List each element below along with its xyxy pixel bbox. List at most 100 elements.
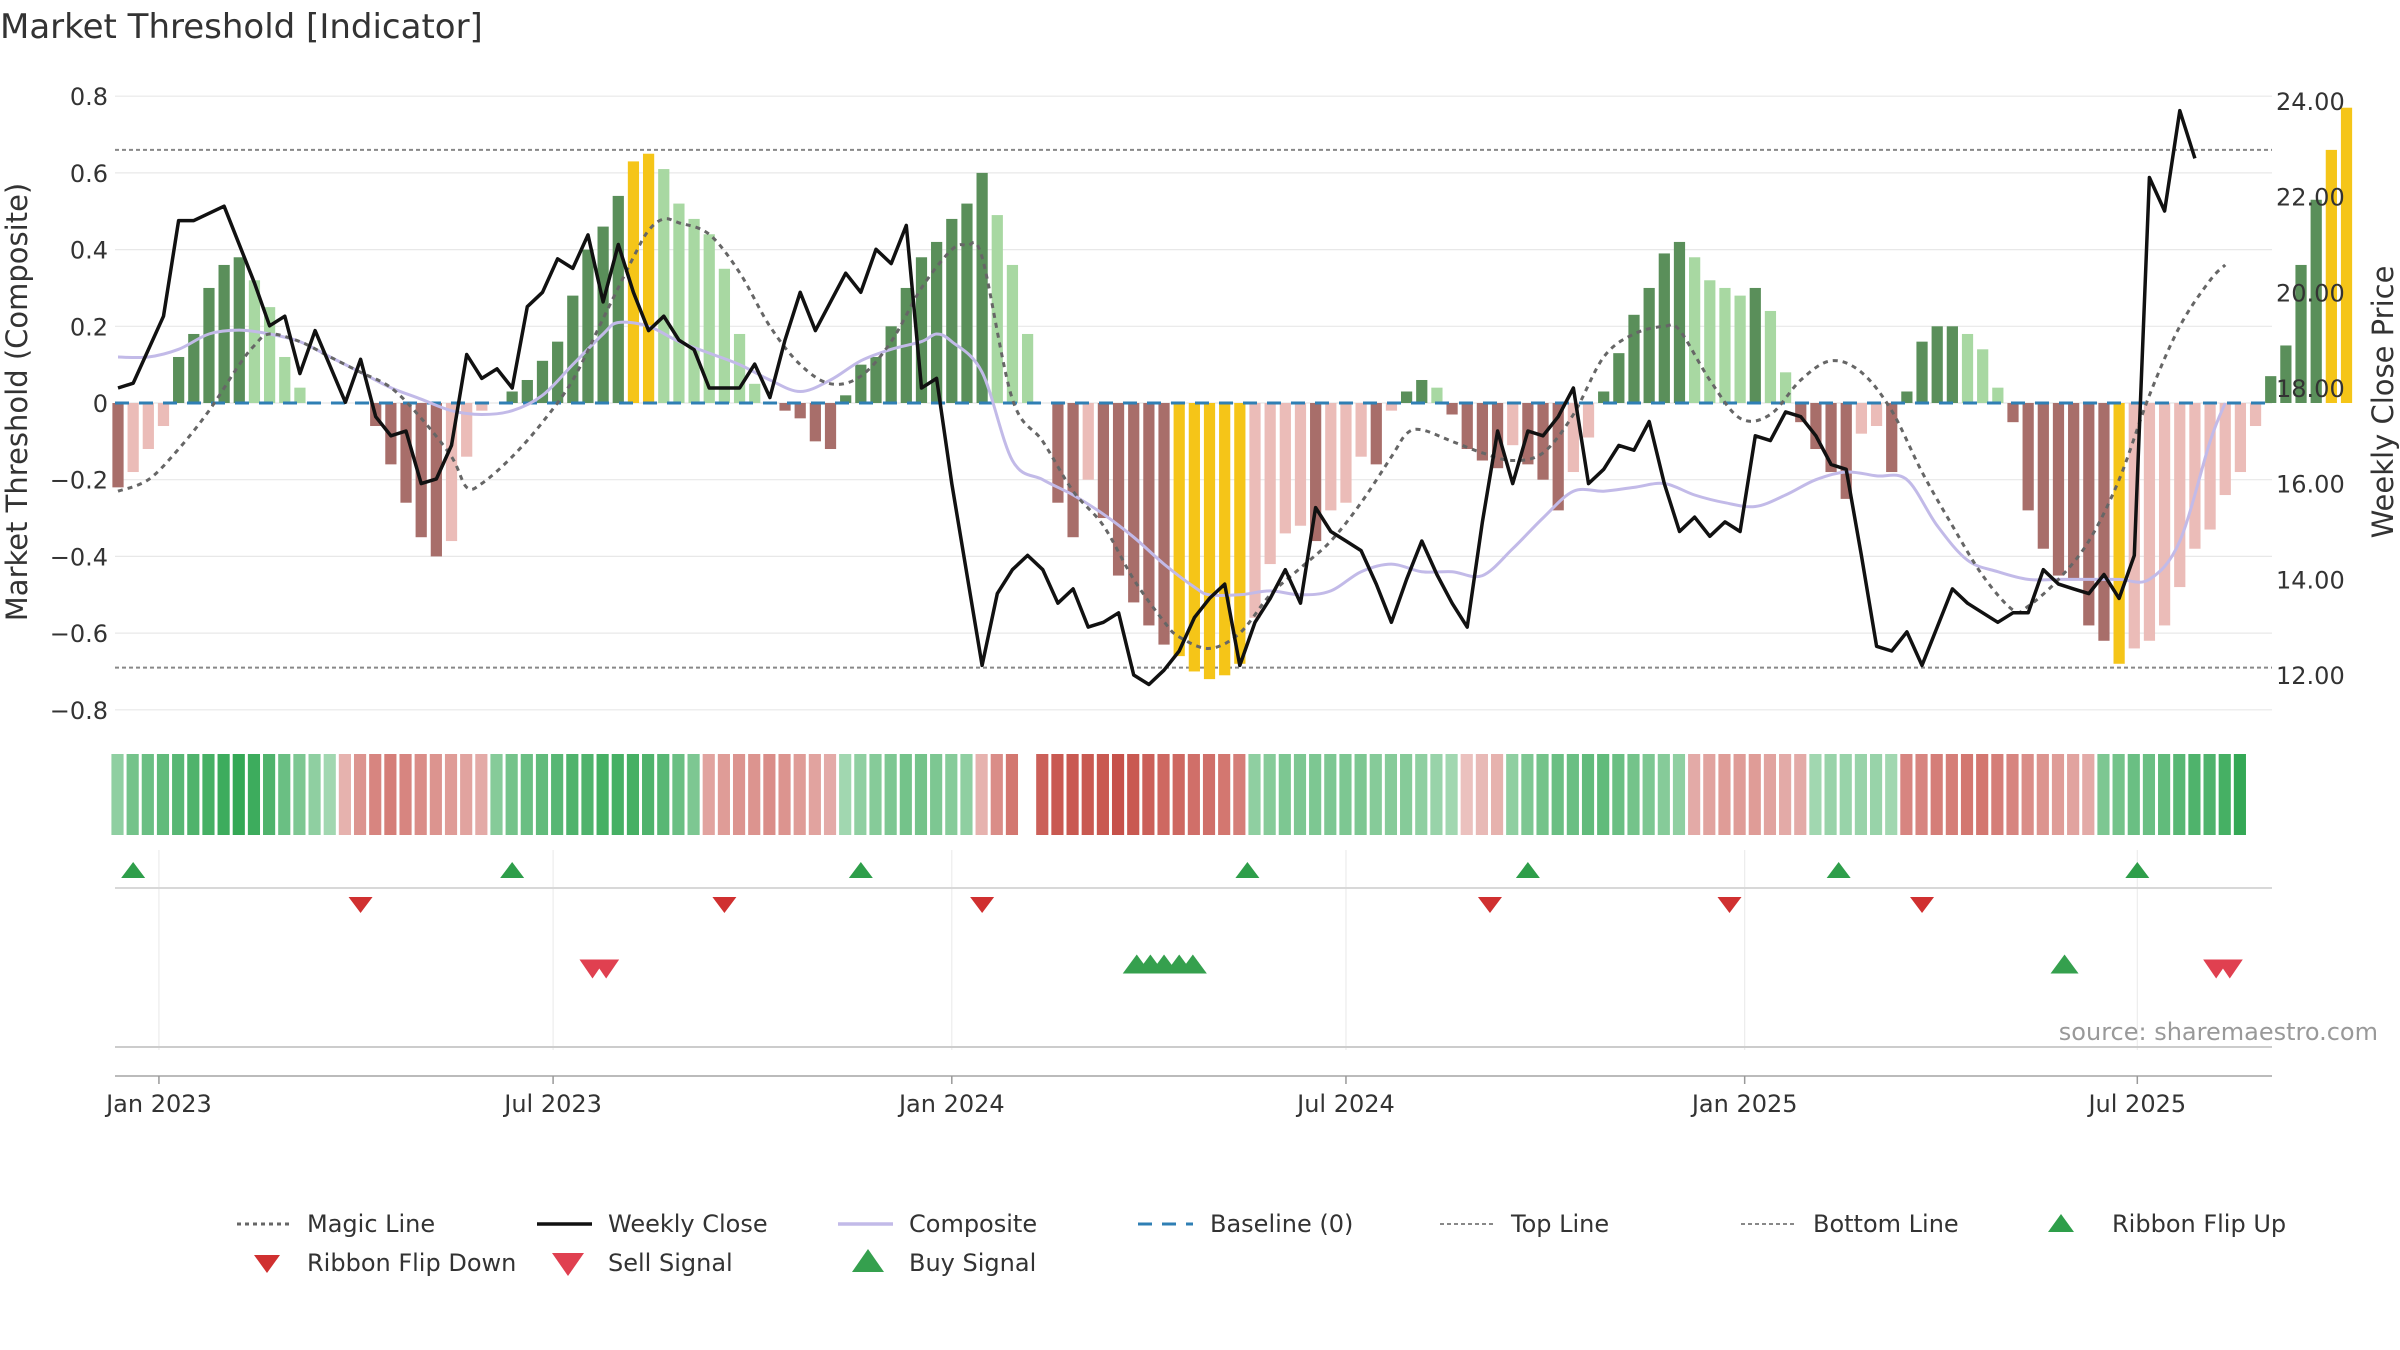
histogram-bar-111 <box>1795 403 1807 423</box>
legend-buy-signal-marker-icon <box>852 1249 884 1272</box>
histogram-bar-71 <box>1188 403 1200 672</box>
histogram-bar-31 <box>582 249 594 403</box>
histogram-bar-79 <box>1310 403 1322 542</box>
histogram-bar-64 <box>1082 403 1094 480</box>
y-tick-label-4: 0 <box>93 390 108 418</box>
ribbon-cell-124 <box>1991 754 2004 835</box>
buy-signal-marker-5 <box>2050 954 2079 974</box>
ribbon-cell-21 <box>429 754 442 835</box>
histogram-bar-63 <box>1067 403 1079 538</box>
ribbon-cell-132 <box>2112 754 2125 835</box>
histogram-bar-10 <box>263 307 276 403</box>
ribbon-cell-71 <box>1187 754 1200 835</box>
ribbon-cell-136 <box>2173 754 2186 835</box>
ribbon-cell-94 <box>1536 754 1549 835</box>
ribbon-cell-24 <box>475 754 488 835</box>
histogram-bar-120 <box>1931 326 1943 403</box>
histogram-bar-89 <box>1461 403 1473 450</box>
histogram-bar-66 <box>1112 403 1125 576</box>
ribbon-cell-116 <box>1869 754 1883 835</box>
ribbon-cell-10 <box>263 754 276 835</box>
x-tick-label-1: Jul 2023 <box>502 1090 602 1118</box>
ribbon-cell-140 <box>2233 754 2246 835</box>
ribbon-cell-36 <box>657 754 670 835</box>
ribbon-cell-74 <box>1233 754 1246 835</box>
legend-baseline-label: Baseline (0) <box>1210 1210 1353 1238</box>
histogram-bar-118 <box>1901 391 1913 403</box>
ribbon-cell-77 <box>1278 754 1291 835</box>
histogram-bar-29 <box>552 341 564 403</box>
chart-title: Market Threshold [Indicator] <box>0 7 483 47</box>
ribbon-cell-115 <box>1854 754 1867 835</box>
histogram-bar-108 <box>1749 287 1761 403</box>
histogram-bar-36 <box>658 169 670 403</box>
ribbon-cell-58 <box>990 754 1003 835</box>
histogram-bar-144 <box>2295 264 2307 403</box>
histogram-bar-28 <box>536 360 549 403</box>
ribbon-cell-72 <box>1202 754 1216 835</box>
ribbon-cell-135 <box>2158 754 2171 835</box>
histogram-bar-101 <box>1643 287 1655 403</box>
histogram-bar-142 <box>2265 376 2277 403</box>
y2-tick-label-6: 12.00 <box>2276 662 2345 690</box>
ribbon-cell-83 <box>1369 754 1382 835</box>
histogram-bar-127 <box>2037 403 2049 549</box>
histogram-bar-128 <box>2052 403 2065 576</box>
ribbon-cell-127 <box>2036 754 2049 835</box>
ribbon-cell-3 <box>156 754 170 835</box>
ribbon-cell-34 <box>626 754 640 835</box>
ribbon-cell-107 <box>1733 754 1746 835</box>
histogram-bar-56 <box>961 203 973 403</box>
ribbon-cell-30 <box>566 754 579 835</box>
legend-weekly-close-label: Weekly Close <box>608 1210 768 1238</box>
composite-line <box>117 320 2227 597</box>
ribbon-flip-up-marker-2 <box>848 862 873 878</box>
sell-signal-marker-3 <box>2216 959 2243 979</box>
ribbon-cell-56 <box>960 754 973 835</box>
ribbon-cell-121 <box>1945 754 1958 835</box>
histogram-bar-32 <box>597 226 609 403</box>
ribbon-cell-133 <box>2127 754 2140 835</box>
ribbon-cell-1 <box>126 754 139 835</box>
ribbon-cell-112 <box>1809 754 1822 835</box>
ribbon-cell-47 <box>823 754 837 835</box>
histogram-bar-40 <box>718 268 731 403</box>
ribbon-cell-125 <box>2006 754 2019 835</box>
legend-sell-signal-marker-icon <box>552 1253 584 1276</box>
histogram-bar-124 <box>1992 387 2004 403</box>
ribbon-cell-5 <box>187 754 200 835</box>
y2-tick-label-2: 20.00 <box>2276 279 2345 307</box>
ribbon-cell-48 <box>839 754 852 835</box>
ribbon-cell-65 <box>1096 754 1109 835</box>
ribbon-cell-38 <box>687 754 700 835</box>
ribbon-cell-40 <box>717 754 730 835</box>
y-tick-label-0: 0.8 <box>70 83 108 111</box>
ribbon-cell-78 <box>1293 754 1307 835</box>
ribbon-flip-down-marker-0 <box>348 897 373 913</box>
ribbon-cell-27 <box>520 754 533 835</box>
ribbon-cell-95 <box>1551 754 1564 835</box>
histogram-bar-113 <box>1825 403 1837 473</box>
histogram-bar-37 <box>673 203 685 403</box>
ribbon-cell-139 <box>2218 754 2231 835</box>
magic-line <box>117 217 2227 650</box>
ribbon-cell-114 <box>1839 754 1852 835</box>
ribbon-cell-4 <box>172 754 185 835</box>
legend: Magic Line Weekly Close Composite Baseli… <box>237 1210 2286 1277</box>
legend-top-line-label: Top Line <box>1510 1210 1609 1238</box>
histogram-bar-7 <box>218 264 230 403</box>
ribbon-cell-101 <box>1642 754 1655 835</box>
histogram-bar-76 <box>1264 403 1276 565</box>
ribbon-cell-6 <box>202 754 215 835</box>
histogram-bar-0 <box>112 403 124 488</box>
histogram-bar-139 <box>2219 403 2231 496</box>
ribbon-cell-81 <box>1339 754 1352 835</box>
histogram-bar-121 <box>1946 326 1958 403</box>
histogram-bar-65 <box>1097 403 1110 519</box>
x-tick-label-2: Jan 2024 <box>897 1090 1005 1118</box>
histogram-bar-51 <box>885 326 897 403</box>
histogram-bar-59 <box>1006 264 1019 403</box>
ribbon-cell-66 <box>1111 754 1125 835</box>
histogram-bar-84 <box>1385 403 1398 411</box>
